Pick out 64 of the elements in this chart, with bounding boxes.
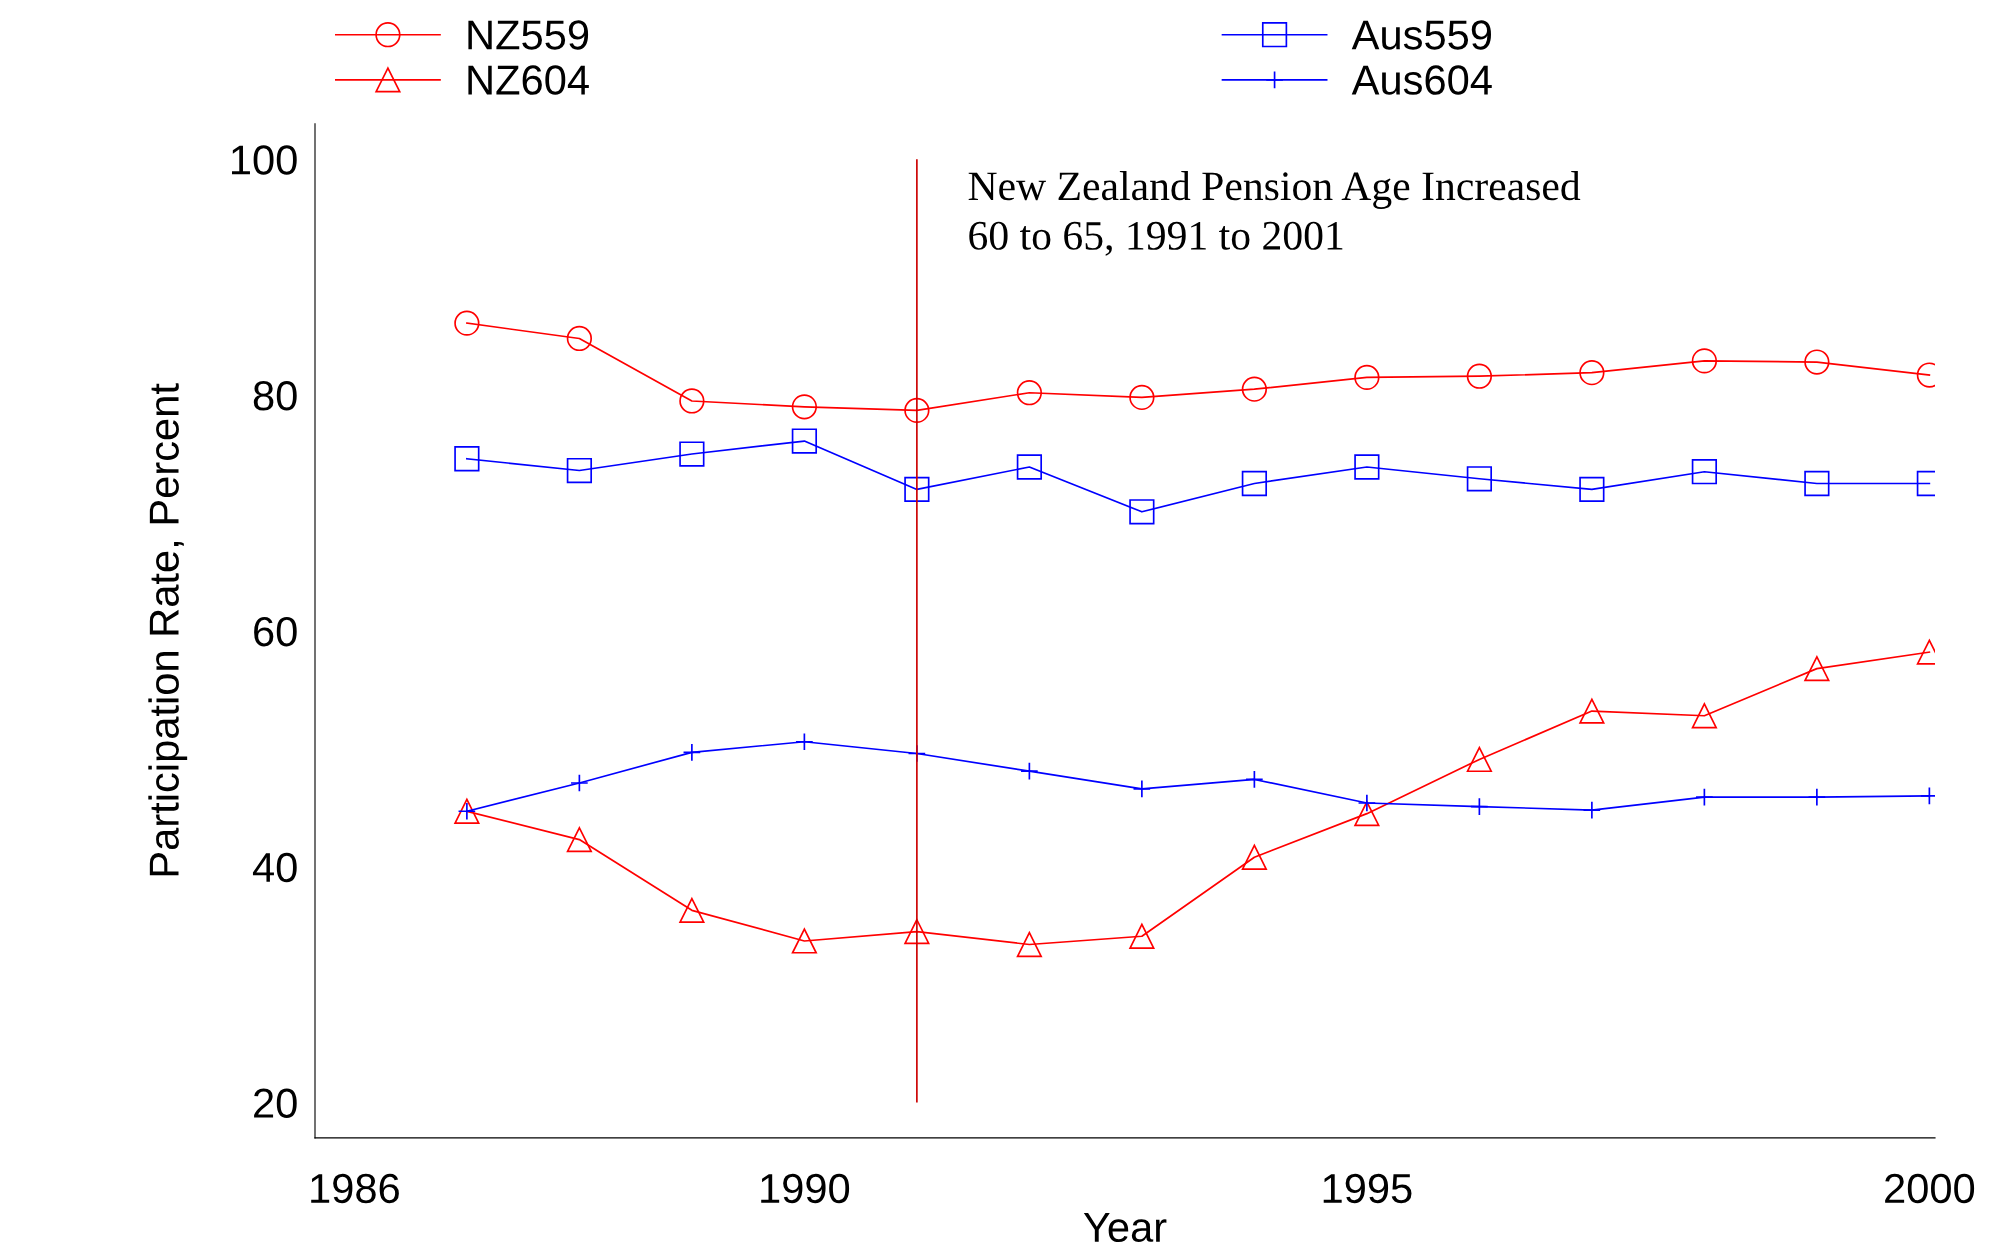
ref-line-label: New Zealand Pension Age Increased 60 to 65, 1991 to 2001 (968, 171, 1581, 256)
point (1466, 466, 1493, 492)
point (454, 446, 480, 472)
y-tick-label: 20 (254, 1088, 297, 1119)
legend-label: Aus604 (1351, 65, 1492, 95)
point (570, 773, 589, 793)
point (679, 388, 705, 414)
y-tick-label: 60 (254, 616, 297, 647)
point (1807, 787, 1827, 807)
point (791, 428, 818, 454)
point (1129, 499, 1155, 525)
point (1129, 923, 1155, 949)
point (1691, 348, 1718, 374)
point (1582, 800, 1602, 820)
point (795, 732, 814, 751)
point (1241, 376, 1268, 402)
x-axis-title: Year (1083, 1212, 1167, 1243)
point (1691, 459, 1718, 485)
point (1354, 364, 1380, 391)
point (1804, 470, 1830, 497)
x-tick-label: 1990 (761, 1173, 850, 1204)
y-tick-label: 80 (253, 381, 297, 411)
point (904, 476, 930, 503)
point (682, 743, 702, 762)
legend-label: NZ604 (468, 65, 589, 95)
legend-label: NZ559 (468, 20, 589, 50)
point (1245, 770, 1264, 789)
point (1241, 844, 1268, 870)
point (454, 310, 480, 336)
point (791, 394, 818, 420)
point (1020, 762, 1039, 781)
point (904, 397, 930, 424)
point (566, 325, 593, 352)
point (1695, 787, 1714, 807)
point (1470, 797, 1489, 816)
x-tick-label: 1986 (311, 1173, 399, 1204)
point (1804, 655, 1830, 682)
point (1016, 931, 1043, 958)
point (1804, 349, 1830, 375)
point (791, 928, 818, 954)
point (1241, 470, 1268, 497)
point (566, 826, 593, 853)
point (679, 441, 705, 467)
y-tick-label: 100 (232, 145, 297, 175)
point (1466, 363, 1493, 389)
y-tick-label: 40 (252, 852, 297, 883)
point (1016, 380, 1043, 406)
point (1579, 360, 1605, 386)
point (1016, 454, 1043, 480)
legend-label: Aus559 (1351, 20, 1491, 50)
point (1579, 476, 1605, 503)
point (1357, 793, 1377, 813)
point (1129, 384, 1155, 411)
point (1466, 746, 1493, 773)
point (566, 457, 593, 484)
x-tick-label: 2000 (1885, 1173, 1975, 1204)
point (1132, 779, 1152, 799)
point (1579, 698, 1605, 724)
y-axis-title: Participation Rate, Percent (148, 383, 188, 876)
point (904, 918, 930, 945)
x-tick-label: 1995 (1323, 1173, 1412, 1204)
point (1691, 703, 1718, 729)
point (1354, 454, 1380, 480)
point (679, 897, 705, 923)
